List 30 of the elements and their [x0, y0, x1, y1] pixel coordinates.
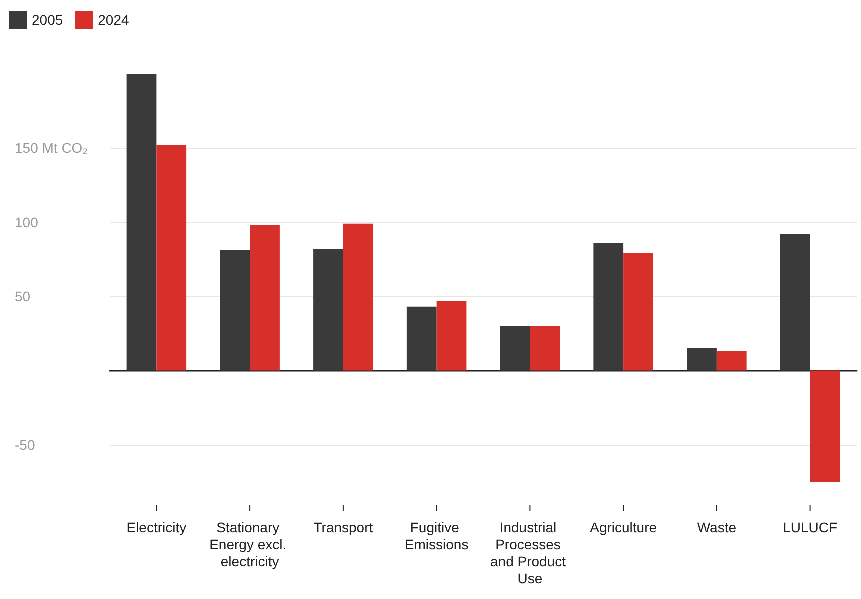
y-tick-label: 100: [15, 214, 39, 230]
bar: [624, 254, 654, 371]
bar: [687, 348, 717, 371]
x-tick-label: Agriculture: [590, 520, 658, 536]
bar: [250, 225, 280, 371]
bar: [314, 249, 344, 371]
legend-label: 2024: [98, 12, 130, 28]
x-tick-label: Transport: [314, 520, 374, 536]
x-tick-label: Industrial Processes and Product Use: [490, 520, 570, 586]
legend-label: 2005: [32, 12, 64, 28]
y-tick-label: 50: [15, 288, 31, 305]
bar: [716, 351, 747, 371]
x-tick-label: Waste: [697, 520, 737, 536]
bar: [126, 74, 157, 371]
bar: [343, 224, 374, 371]
bar: [156, 145, 187, 371]
bar: [436, 300, 467, 371]
x-tick-label: Stationary Energy excl. electricity: [210, 520, 291, 570]
y-tick-label: 150 Mt CO₂: [15, 140, 88, 156]
x-tick-label: LULUCF: [783, 520, 838, 536]
bar: [530, 326, 560, 371]
x-tick-label: Electricity: [126, 520, 187, 536]
x-tick-label: Fugitive Emissions: [404, 520, 469, 552]
bar: [594, 243, 624, 371]
bar: [780, 234, 810, 371]
bar: [810, 370, 840, 482]
y-tick-label: -50: [15, 436, 36, 453]
bar: [500, 326, 530, 371]
bar: [406, 306, 437, 371]
bar: [220, 250, 250, 371]
